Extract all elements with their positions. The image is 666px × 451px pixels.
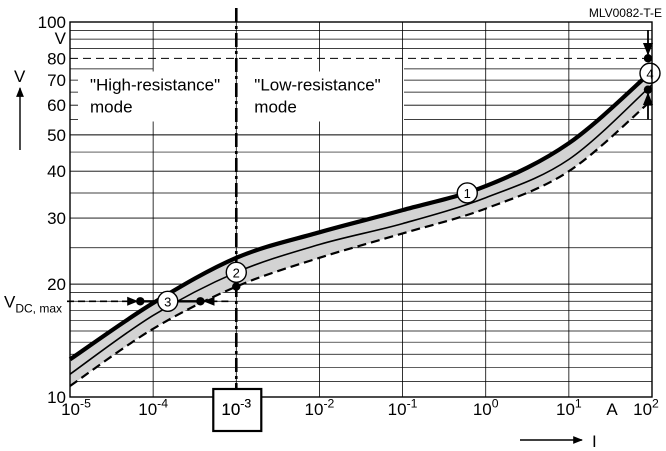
tolerance-band-fill bbox=[70, 71, 652, 386]
x-tick-label: 10-5 bbox=[61, 396, 91, 419]
x-tick-label: 10-3 bbox=[221, 396, 251, 419]
x-tick-label: 100 bbox=[473, 396, 499, 419]
boundary-label: 10-3 bbox=[221, 396, 251, 419]
x-axis-symbol: I bbox=[592, 432, 597, 451]
x-tick-label: 10-1 bbox=[388, 396, 418, 419]
marker-2: 2 bbox=[225, 261, 247, 284]
y-axis-symbol: V bbox=[14, 67, 26, 86]
y-tick-label: 60 bbox=[47, 96, 66, 115]
y-unit-label: V bbox=[55, 29, 67, 48]
marker-4: 4 bbox=[639, 62, 661, 84]
annotations: 1 2 3 4 bbox=[67, 8, 661, 432]
region-low-box bbox=[248, 71, 399, 122]
boundary-label-box bbox=[212, 387, 263, 433]
marker-1: 1 bbox=[456, 182, 478, 204]
x-tick-label: 10-4 bbox=[138, 396, 168, 419]
region-low-label: "Low-resistance" bbox=[254, 76, 380, 95]
marker-3: 3 bbox=[157, 290, 179, 312]
marker-circle bbox=[225, 261, 247, 284]
y-tick-label: 70 bbox=[47, 71, 66, 90]
y-tick-label: 40 bbox=[47, 162, 66, 181]
marker-label: 4 bbox=[646, 66, 653, 81]
data-point bbox=[136, 297, 145, 306]
x-unit-label: A bbox=[606, 400, 618, 419]
data-point bbox=[196, 297, 205, 306]
tolerance-band bbox=[70, 71, 652, 386]
data-point bbox=[232, 282, 241, 291]
marker-circle bbox=[639, 62, 661, 84]
figure-id: MLV0082-T-E bbox=[589, 6, 662, 20]
series-typical bbox=[69, 84, 653, 375]
marker-circle bbox=[456, 182, 478, 204]
y-tick-label: 10 bbox=[47, 388, 66, 407]
region-labels: "High-resistance" mode "Low-resistance" mod… bbox=[78, 71, 399, 122]
marker-circle bbox=[157, 290, 179, 312]
y-tick-label: 20 bbox=[47, 275, 66, 294]
y-tick-label: 80 bbox=[47, 49, 66, 68]
y-tick-label: 100 bbox=[38, 13, 66, 32]
marker-label: 3 bbox=[164, 294, 171, 309]
y-tick-label: 50 bbox=[47, 126, 66, 145]
region-low-label: mode bbox=[254, 97, 297, 116]
x-tick-label: 102 bbox=[633, 396, 659, 419]
x-tick-label: 101 bbox=[556, 396, 582, 419]
y-tick-label: 30 bbox=[47, 209, 66, 228]
data-point bbox=[643, 85, 653, 94]
region-high-label: mode bbox=[90, 97, 133, 116]
marker-label: 1 bbox=[464, 186, 471, 201]
axes bbox=[16, 21, 653, 444]
marker-label: 2 bbox=[233, 265, 240, 280]
region-high-label: "High-resistance" bbox=[90, 76, 220, 95]
vdc-label: VDC, max bbox=[4, 292, 62, 315]
data-point bbox=[643, 54, 653, 63]
region-high-box bbox=[78, 71, 228, 122]
plot-frame bbox=[69, 21, 653, 398]
series-lower-dashed bbox=[69, 99, 653, 387]
x-tick-label: 10-2 bbox=[305, 396, 335, 419]
